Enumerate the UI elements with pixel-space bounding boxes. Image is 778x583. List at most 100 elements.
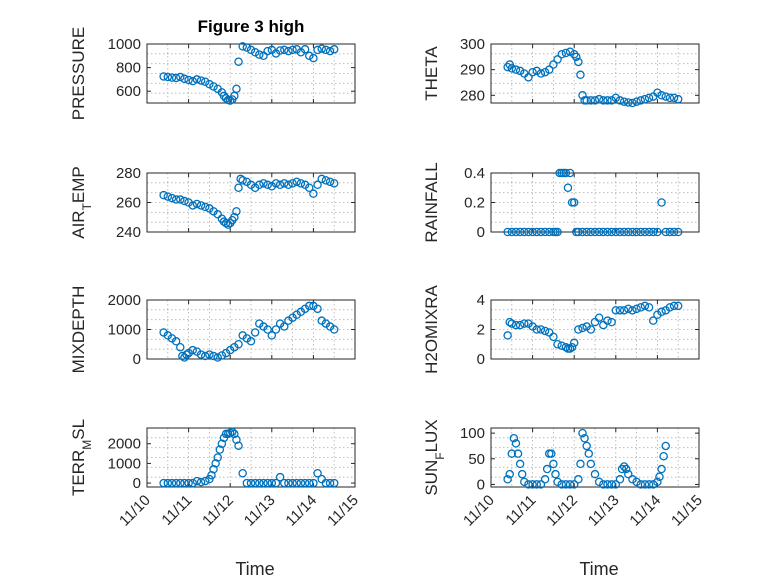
data-point — [624, 98, 633, 107]
x-tick-label: 11/10 — [460, 492, 498, 530]
data-point — [200, 202, 210, 212]
y-tick-label: 2 — [477, 322, 485, 339]
data-point — [653, 227, 662, 237]
data-point — [582, 227, 591, 237]
data-point — [167, 73, 177, 82]
data-point — [561, 480, 571, 489]
y-axis-label: THETA — [422, 46, 441, 101]
y-axis-label: TERRMSL — [69, 419, 94, 496]
data-point — [188, 478, 198, 488]
data-point — [569, 338, 579, 348]
data-point — [544, 227, 554, 237]
data-point — [599, 227, 608, 237]
data-point — [309, 189, 318, 198]
y-tick-label: 260 — [116, 195, 141, 212]
data-point — [515, 320, 525, 330]
data-point — [520, 477, 529, 487]
data-point — [582, 441, 591, 451]
data-point — [159, 478, 168, 488]
data-point — [238, 176, 247, 185]
data-point — [636, 96, 646, 105]
data-point — [309, 478, 318, 488]
y-axis-label: SUNFLUX — [422, 419, 447, 495]
data-point — [628, 227, 637, 237]
data-point — [540, 475, 550, 484]
data-point — [632, 304, 641, 314]
data-point — [594, 94, 604, 104]
data-point — [551, 469, 560, 479]
data-point — [532, 480, 542, 489]
data-point — [659, 451, 668, 461]
y-tick-label: 0 — [477, 476, 485, 493]
data-point — [304, 478, 314, 488]
data-point — [292, 177, 302, 187]
data-point — [547, 449, 556, 458]
data-point — [267, 331, 277, 340]
data-point — [188, 201, 198, 210]
axes-frame — [146, 43, 356, 104]
data-point — [280, 179, 289, 188]
axes-frame — [490, 427, 700, 488]
data-point — [329, 325, 339, 334]
data-point — [590, 227, 600, 237]
data-point — [578, 323, 587, 333]
data-point — [553, 55, 562, 64]
data-point — [569, 50, 579, 59]
data-point — [503, 475, 512, 484]
data-point — [603, 316, 612, 325]
data-point — [617, 464, 627, 474]
x-tick-label: 11/15 — [324, 492, 362, 530]
data-point — [232, 435, 241, 445]
y-axis-label: RAINFALL — [422, 162, 441, 242]
data-point — [619, 97, 629, 106]
data-point — [234, 183, 243, 192]
subplot-3: 240 260 280 AIRTEMP — [69, 165, 356, 241]
x-tick-label: 11/10 — [116, 492, 154, 530]
data-point — [280, 322, 289, 331]
data-point — [665, 303, 675, 312]
data-point — [503, 331, 512, 340]
data-point — [574, 325, 583, 334]
data-point — [540, 326, 550, 336]
data-point — [580, 434, 589, 443]
data-point — [288, 45, 297, 55]
data-point — [644, 480, 654, 489]
data-point — [578, 227, 587, 237]
y-tick-label: 0.4 — [464, 165, 485, 182]
data-point — [640, 227, 650, 237]
axes-frame — [146, 172, 356, 233]
data-point — [615, 306, 625, 315]
data-point — [586, 96, 596, 105]
data-point — [619, 462, 629, 471]
data-point — [515, 66, 525, 76]
y-tick-label: 600 — [116, 83, 141, 100]
y-tick-label: 0 — [477, 351, 485, 368]
data-point — [209, 465, 218, 474]
data-point — [528, 227, 537, 237]
data-point — [536, 227, 546, 237]
data-point — [561, 48, 571, 58]
data-point — [171, 478, 181, 488]
data-point — [557, 480, 566, 489]
data-point — [271, 179, 281, 188]
data-point — [182, 350, 191, 359]
data-point — [255, 478, 264, 488]
data-point — [180, 196, 189, 206]
axes-frame — [490, 43, 700, 104]
data-point — [180, 74, 189, 84]
data-point — [321, 478, 331, 488]
data-point — [329, 45, 339, 54]
data-point — [586, 459, 596, 469]
data-point — [636, 303, 646, 312]
data-point — [284, 180, 293, 190]
subplot-4: 0 0.2 0.4 RAINFALL — [422, 162, 700, 243]
data-point — [505, 469, 514, 479]
data-point — [509, 434, 519, 443]
data-point — [250, 478, 260, 488]
data-point — [321, 176, 331, 185]
x-tick-label: 11/14 — [282, 492, 320, 530]
data-point — [578, 428, 587, 438]
data-point — [207, 470, 216, 480]
data-point — [292, 478, 302, 488]
data-point — [615, 227, 625, 237]
